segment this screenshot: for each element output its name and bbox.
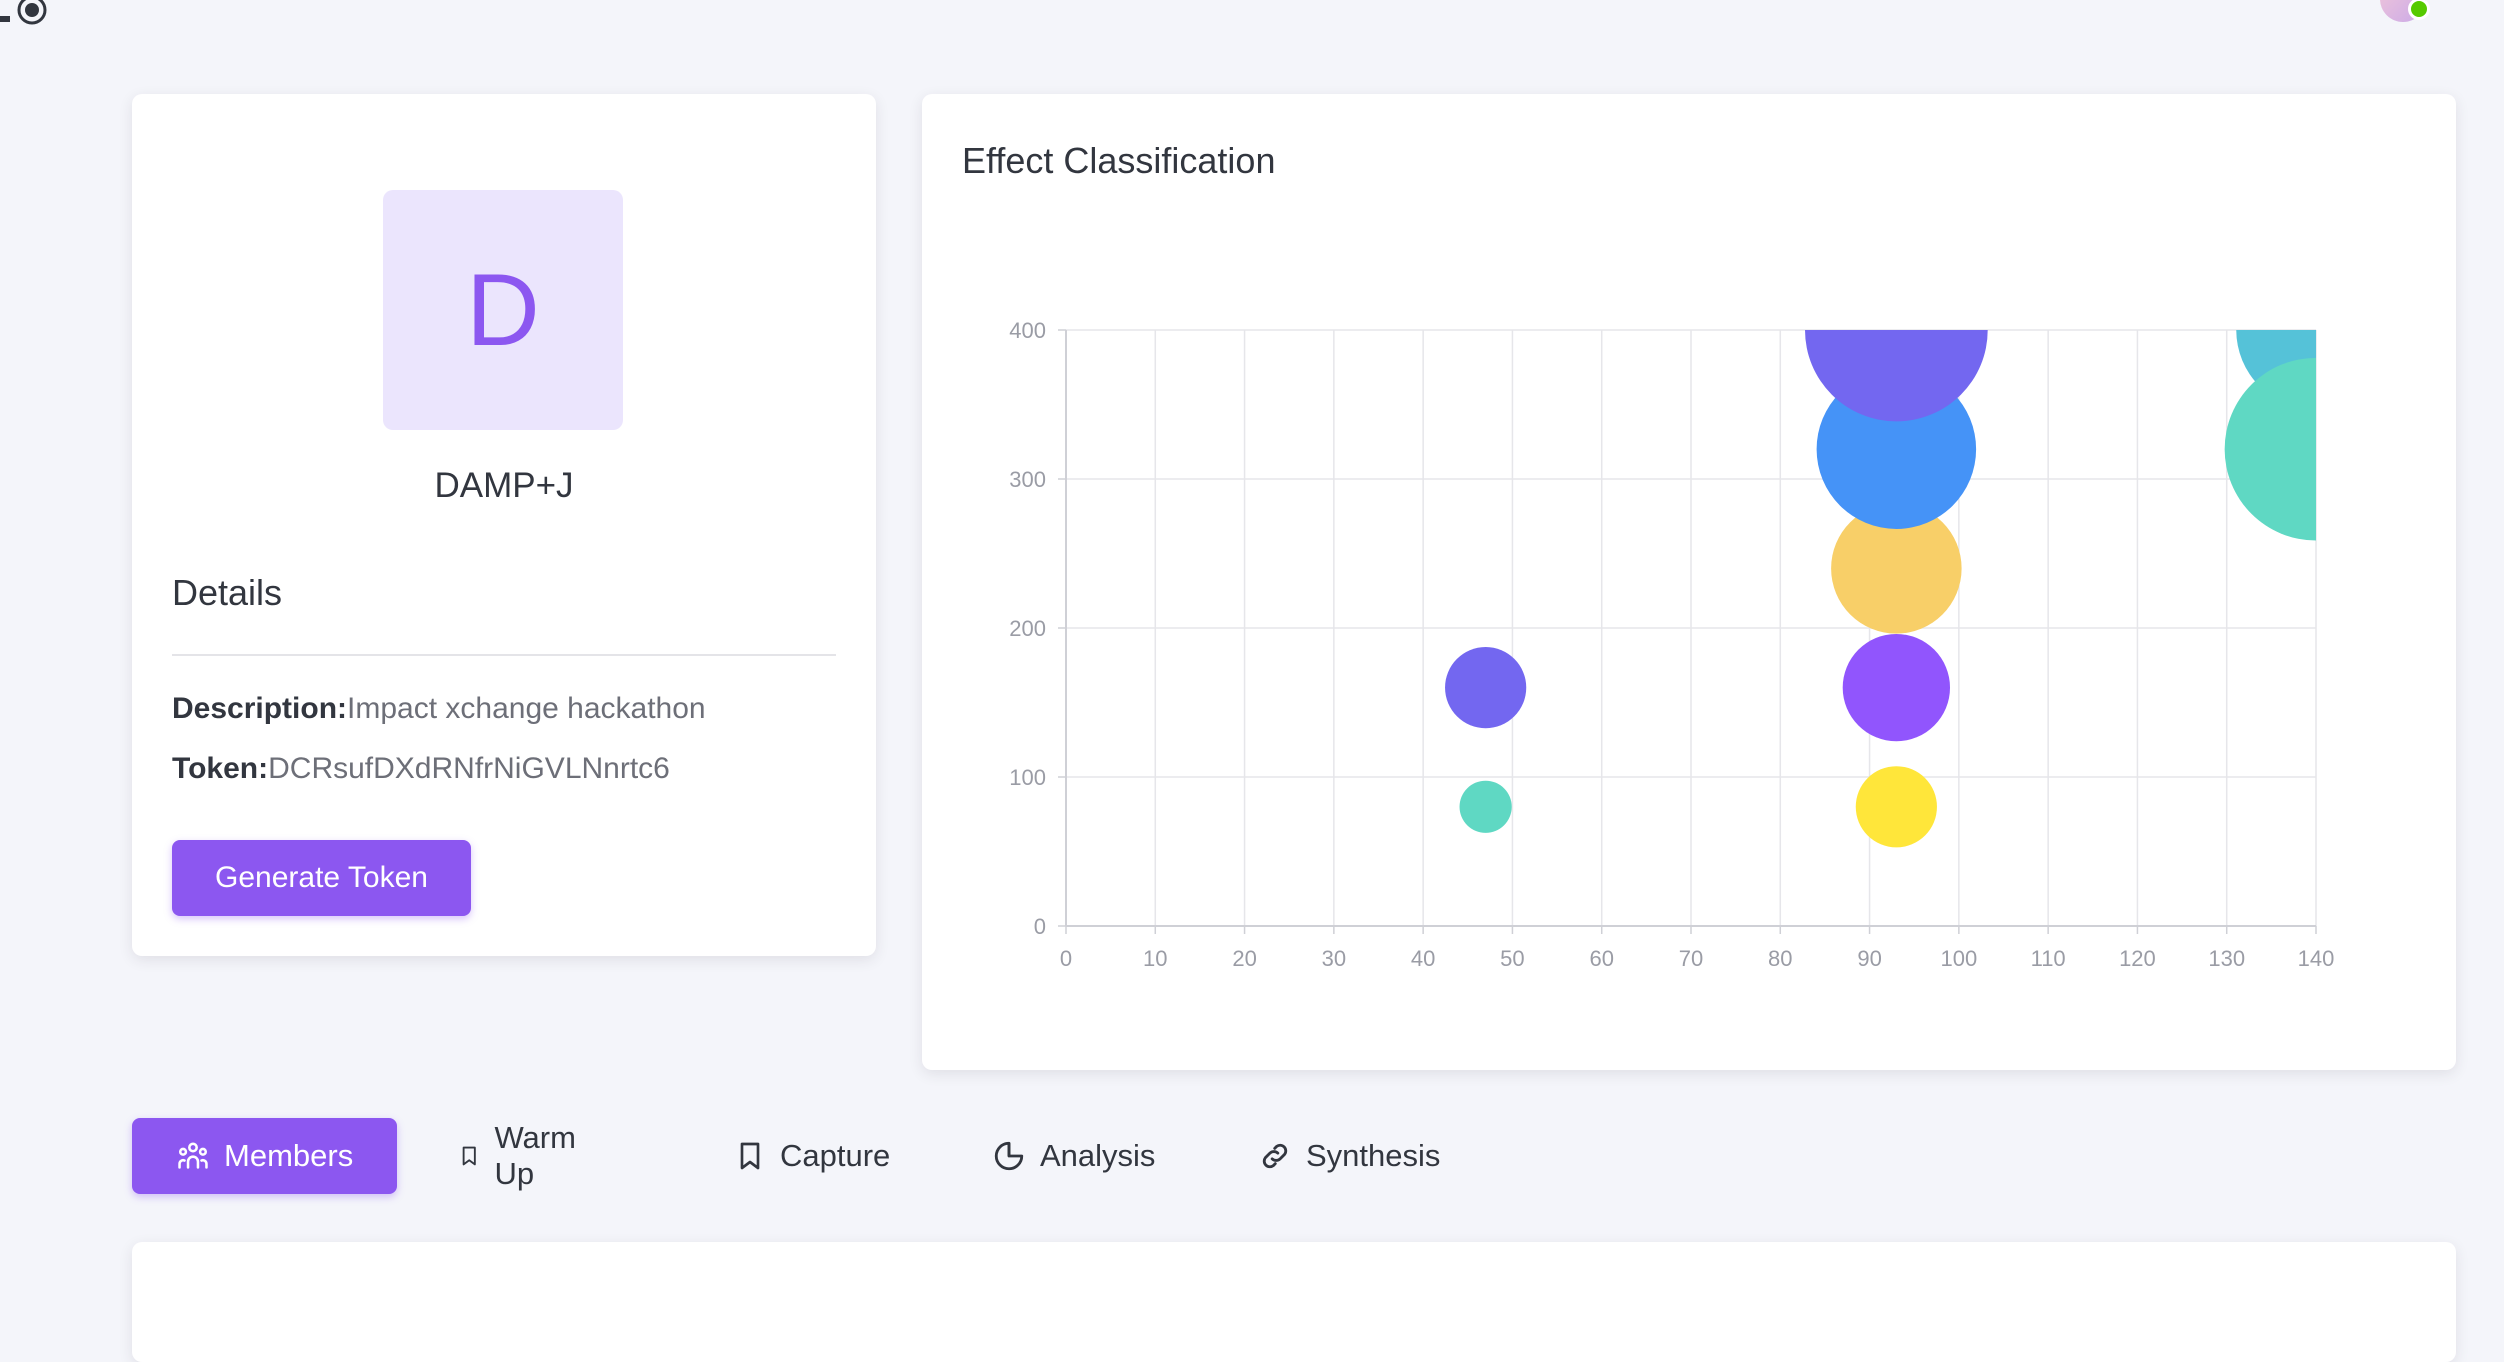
- project-logo-letter: D: [466, 252, 540, 367]
- radio-record-icon[interactable]: [0, 0, 60, 30]
- x-tick-label: 30: [1322, 946, 1346, 971]
- tab-analysis[interactable]: Analysis: [992, 1118, 1155, 1194]
- chart-title: Effect Classification: [962, 140, 1276, 181]
- token-label: Token:: [172, 752, 269, 785]
- x-tick-label: 0: [1060, 946, 1072, 971]
- project-logo: D: [383, 190, 623, 430]
- bubble-point: [1855, 766, 1937, 848]
- x-tick-label: 90: [1857, 946, 1881, 971]
- token-row: Token:DCRsufDXdRNfrNiGVLNnrtc6: [172, 752, 670, 786]
- bubble-point: [1831, 503, 1962, 634]
- bubble-chart: 0 10 20 30 40 50 60 70 80 90 100 110 120 130 140 0 100 20…: [1009, 318, 2335, 971]
- tab-synthesis[interactable]: Synthesis: [1258, 1118, 1440, 1194]
- details-divider: [172, 654, 836, 656]
- members-panel: [132, 1242, 2456, 1362]
- pie-chart-icon: [994, 1141, 1024, 1171]
- y-tick-label: 400: [1009, 318, 1046, 343]
- x-tick-label: 50: [1500, 946, 1524, 971]
- x-tick-label: 20: [1232, 946, 1256, 971]
- bubble-point: [1805, 330, 1988, 422]
- tab-capture-label: Capture: [780, 1138, 891, 1173]
- bookmark-icon: [740, 1142, 760, 1170]
- link-icon: [1262, 1143, 1288, 1169]
- tab-warm-up-label: Warm Up: [494, 1120, 576, 1191]
- x-tick-label: 80: [1768, 946, 1792, 971]
- description-value: Impact xchange hackathon: [347, 692, 706, 725]
- bookmark-icon: [462, 1146, 476, 1166]
- y-tick-label: 100: [1009, 765, 1046, 790]
- bubble-point: [1459, 780, 1512, 833]
- tab-synthesis-label: Synthesis: [1306, 1138, 1441, 1173]
- user-avatar[interactable]: [2380, 0, 2430, 22]
- x-tick-label: 60: [1589, 946, 1613, 971]
- x-tick-label: 40: [1411, 946, 1435, 971]
- tab-members[interactable]: Members: [132, 1118, 398, 1194]
- y-tick-label: 200: [1009, 616, 1046, 641]
- bubble-point: [2224, 357, 2316, 541]
- generate-token-button[interactable]: Generate Token: [172, 840, 471, 916]
- x-tick-label: 10: [1143, 946, 1167, 971]
- x-tick-label: 120: [2119, 946, 2156, 971]
- description-label: Description:: [172, 692, 348, 725]
- project-profile-card: D DAMP+J Details Description:Impact xcha…: [132, 94, 876, 956]
- project-name: DAMP+J: [434, 466, 574, 505]
- bubble-point: [1842, 633, 1951, 742]
- x-tick-label: 140: [2298, 946, 2335, 971]
- details-heading: Details: [172, 572, 283, 613]
- members-icon: [178, 1142, 208, 1169]
- tab-capture[interactable]: Capture: [734, 1118, 890, 1194]
- y-tick-label: 0: [1034, 914, 1046, 939]
- y-tick-label: 300: [1009, 467, 1046, 492]
- x-tick-label: 130: [2208, 946, 2245, 971]
- token-value: DCRsufDXdRNfrNiGVLNnrtc6: [268, 752, 670, 785]
- description-row: Description:Impact xchange hackathon: [172, 692, 706, 726]
- tab-members-label: Members: [224, 1138, 354, 1173]
- online-status-badge: [2408, 0, 2430, 20]
- tab-analysis-label: Analysis: [1040, 1138, 1156, 1173]
- x-tick-label: 100: [1940, 946, 1977, 971]
- effect-classification-card: Effect Classification 0 10 20 30 40 50 60 70 80 9…: [922, 94, 2456, 1070]
- x-tick-label: 70: [1679, 946, 1703, 971]
- tab-warm-up[interactable]: Warm Up: [458, 1118, 586, 1194]
- x-tick-label: 110: [2031, 946, 2066, 971]
- bubble-point: [1445, 647, 1527, 729]
